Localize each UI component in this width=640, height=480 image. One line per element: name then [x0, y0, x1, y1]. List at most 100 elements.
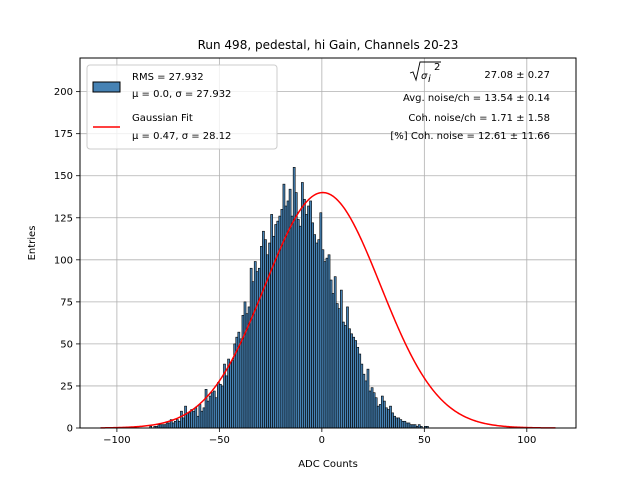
- y-tick-label: 125: [54, 213, 73, 224]
- histogram-bar: [395, 417, 398, 429]
- histogram-bar: [409, 424, 413, 429]
- histogram-bar: [399, 419, 403, 429]
- y-tick-label: 0: [67, 424, 73, 435]
- histogram-bar: [178, 420, 181, 429]
- histogram-bar: [319, 212, 323, 429]
- histogram-bar: [299, 225, 302, 429]
- histogram-bar: [194, 407, 198, 429]
- histogram-bar: [339, 289, 343, 429]
- histogram-bar: [329, 279, 333, 429]
- histogram-bar: [397, 417, 401, 429]
- histogram-bar: [204, 389, 208, 429]
- histogram-bar: [184, 405, 187, 429]
- histogram-bar: [413, 424, 417, 429]
- stat-coh-noise: Coh. noise/ch = 1.71 ± 1.58: [408, 113, 550, 124]
- histogram-bar: [173, 420, 177, 429]
- histogram-bar: [176, 419, 179, 429]
- histogram-bar: [317, 239, 321, 429]
- histogram-bar: [403, 420, 407, 429]
- histogram-bar: [258, 267, 261, 429]
- histogram-bar: [383, 400, 386, 429]
- histogram-bar: [321, 249, 325, 429]
- histogram-bar: [358, 353, 362, 429]
- histogram-bar: [282, 183, 286, 429]
- y-tick-label: 200: [54, 87, 73, 98]
- histogram-bar: [196, 415, 200, 429]
- histogram-bar: [346, 306, 349, 429]
- histogram-bar: [311, 222, 314, 429]
- histogram-bar: [417, 424, 421, 429]
- histogram-bar: [411, 424, 415, 429]
- y-tick-label: 75: [60, 297, 73, 308]
- histogram-bar: [364, 380, 368, 429]
- histogram-bar: [290, 215, 294, 429]
- plot-frame: [79, 57, 577, 429]
- histogram-bar: [192, 410, 196, 429]
- histogram-bar: [366, 368, 370, 429]
- histogram-bar: [407, 422, 411, 429]
- histogram-bar: [356, 346, 360, 429]
- histogram-bar: [264, 239, 267, 429]
- histogram-bar: [294, 192, 298, 429]
- histogram-bar: [307, 205, 310, 429]
- histogram-bar: [171, 422, 175, 429]
- histogram-bar: [380, 395, 384, 429]
- y-tick-label: 150: [54, 171, 73, 182]
- histogram-bar: [231, 360, 235, 429]
- histogram-bar: [368, 390, 372, 429]
- histogram-bar: [372, 392, 376, 429]
- x-axis-ticks: −100 −50 0 50 100: [103, 428, 536, 446]
- gaussian-fit-curve: [100, 191, 556, 429]
- histogram-bar: [360, 363, 364, 429]
- histogram-bar: [186, 412, 189, 429]
- histogram-bar: [376, 405, 380, 429]
- histogram-bar: [391, 412, 394, 429]
- histogram-bar: [292, 167, 296, 429]
- histogram-bar: [180, 410, 183, 429]
- legend: RMS = 27.932 μ = 0.0, σ = 27.932 Gaussia…: [86, 64, 278, 150]
- histogram-bar: [387, 409, 390, 429]
- sqrt-sigma-sub: i: [428, 74, 431, 85]
- histogram-bar: [208, 395, 212, 429]
- legend-histogram-label-2: μ = 0.0, σ = 27.932: [132, 89, 231, 100]
- sqrt-sigma-sup: 2: [434, 62, 440, 73]
- histogram-bar: [370, 387, 374, 429]
- histogram-bar: [362, 373, 366, 429]
- histogram-bar: [161, 424, 165, 429]
- histogram-bar: [217, 382, 220, 429]
- histogram-bar: [182, 417, 185, 429]
- histogram-bar: [348, 328, 351, 429]
- histogram-bar: [323, 261, 327, 429]
- histogram-bar: [335, 303, 339, 429]
- histogram-bar: [325, 257, 329, 429]
- histogram-bar: [331, 293, 335, 429]
- histogram-bar: [389, 405, 392, 429]
- legend-fit-label: Gaussian Fit: [132, 113, 193, 124]
- histogram-bar: [309, 200, 312, 429]
- histogram-bar: [385, 407, 388, 429]
- histogram-bar: [249, 267, 253, 429]
- stat-sqrt-sigma: 27.08 ± 0.27: [484, 70, 550, 81]
- sqrt-sigma-glyph: σ: [421, 71, 428, 82]
- stat-avg-noise: Avg. noise/ch = 13.54 ± 0.14: [403, 93, 550, 104]
- histogram-bar: [286, 200, 290, 429]
- histogram-bar: [270, 214, 273, 429]
- histogram-bar: [296, 219, 300, 429]
- histogram-bar: [167, 422, 171, 429]
- sqrt-sigma-symbol: σ i 2: [409, 61, 441, 85]
- x-axis-label: ADC Counts: [298, 459, 358, 470]
- histogram-bar: [225, 375, 228, 429]
- histogram-bar: [159, 424, 163, 429]
- histogram-bar: [210, 392, 214, 429]
- histogram-bar: [206, 400, 210, 429]
- y-tick-label: 100: [54, 255, 73, 266]
- histogram-bar: [354, 340, 357, 429]
- histogram-bar: [212, 390, 216, 429]
- histogram-bar: [157, 424, 161, 429]
- x-tick-label: 0: [319, 435, 325, 446]
- histogram-bar: [221, 385, 224, 429]
- histogram-bar: [313, 234, 316, 429]
- chart-title: Run 498, pedestal, hi Gain, Channels 20-…: [198, 38, 459, 52]
- histogram-bar: [219, 383, 222, 429]
